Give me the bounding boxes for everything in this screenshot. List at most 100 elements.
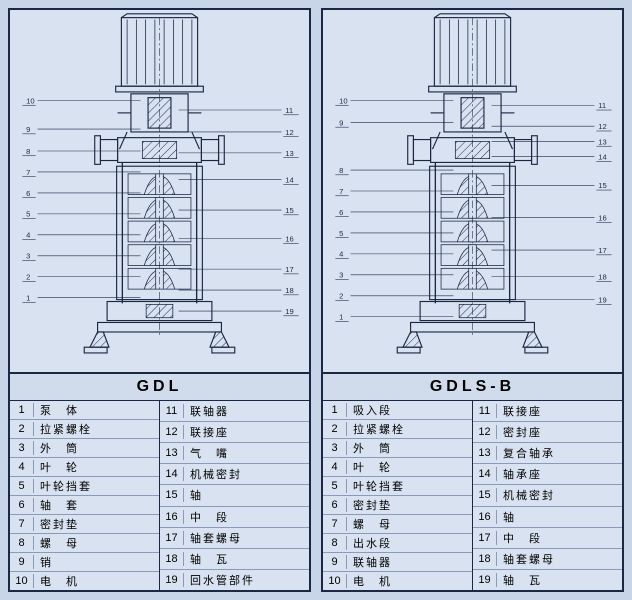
svg-text:10: 10 bbox=[339, 96, 347, 105]
part-num: 11 bbox=[160, 404, 184, 418]
part-row: 11联接座 bbox=[473, 401, 622, 422]
svg-text:5: 5 bbox=[26, 210, 30, 219]
svg-text:8: 8 bbox=[26, 147, 30, 156]
part-row: 5叶轮挡套 bbox=[10, 477, 159, 496]
part-name: 气 嘴 bbox=[184, 444, 309, 462]
svg-text:1: 1 bbox=[339, 313, 343, 322]
part-row: 8出水段 bbox=[323, 534, 472, 553]
part-row: 7密封垫 bbox=[10, 515, 159, 534]
part-row: 19轴 瓦 bbox=[473, 570, 622, 590]
part-num: 1 bbox=[10, 403, 34, 417]
part-name: 外 筒 bbox=[347, 439, 472, 457]
svg-text:13: 13 bbox=[598, 137, 606, 146]
part-num: 1 bbox=[323, 403, 347, 417]
svg-text:12: 12 bbox=[598, 122, 606, 131]
part-name: 轴承座 bbox=[497, 465, 622, 483]
svg-text:14: 14 bbox=[285, 175, 294, 184]
part-num: 15 bbox=[473, 488, 497, 502]
part-num: 5 bbox=[323, 479, 347, 493]
svg-text:19: 19 bbox=[598, 295, 606, 304]
part-num: 3 bbox=[10, 441, 34, 455]
panel-gdls-b: 10987654321111213141516171819 GDLS-B 1吸入… bbox=[321, 8, 624, 592]
part-row: 17轴套螺母 bbox=[160, 528, 309, 549]
part-name: 中 段 bbox=[184, 508, 309, 526]
part-num: 13 bbox=[160, 446, 184, 460]
part-row: 17中 段 bbox=[473, 528, 622, 549]
part-row: 18轴套螺母 bbox=[473, 549, 622, 570]
part-row: 15机械密封 bbox=[473, 485, 622, 506]
part-num: 17 bbox=[160, 531, 184, 545]
part-num: 4 bbox=[10, 460, 34, 474]
svg-text:18: 18 bbox=[598, 273, 606, 282]
part-row: 7螺 母 bbox=[323, 515, 472, 534]
part-row: 3外 筒 bbox=[10, 439, 159, 458]
part-name: 叶 轮 bbox=[34, 458, 159, 476]
svg-text:4: 4 bbox=[26, 231, 31, 240]
svg-text:8: 8 bbox=[339, 166, 343, 175]
part-row: 9销 bbox=[10, 553, 159, 572]
panel-gdl: 10987654321111213141516171819 GDL 1泵 体2拉… bbox=[8, 8, 311, 592]
part-row: 19回水管部件 bbox=[160, 570, 309, 590]
part-num: 5 bbox=[10, 479, 34, 493]
part-name: 复合轴承 bbox=[497, 444, 622, 462]
part-num: 17 bbox=[473, 531, 497, 545]
svg-text:3: 3 bbox=[339, 271, 343, 280]
part-row: 14轴承座 bbox=[473, 464, 622, 485]
part-name: 联轴器 bbox=[347, 553, 472, 571]
svg-text:12: 12 bbox=[285, 128, 293, 137]
part-row: 14机械密封 bbox=[160, 464, 309, 485]
part-row: 6轴 套 bbox=[10, 496, 159, 515]
svg-text:2: 2 bbox=[26, 273, 30, 282]
part-name: 吸入段 bbox=[347, 401, 472, 419]
part-row: 5叶轮挡套 bbox=[323, 477, 472, 496]
svg-text:16: 16 bbox=[598, 214, 606, 223]
part-name: 密封垫 bbox=[347, 496, 472, 514]
part-row: 6密封垫 bbox=[323, 496, 472, 515]
part-name: 轴套螺母 bbox=[184, 529, 309, 547]
part-name: 联接座 bbox=[497, 402, 622, 420]
part-num: 6 bbox=[10, 498, 34, 512]
part-name: 轴 套 bbox=[34, 496, 159, 514]
part-name: 轴 bbox=[184, 486, 309, 504]
part-num: 16 bbox=[160, 510, 184, 524]
svg-text:9: 9 bbox=[339, 118, 343, 127]
part-name: 螺 母 bbox=[347, 515, 472, 533]
part-num: 19 bbox=[473, 573, 497, 587]
parts-table-gdl: 1泵 体2拉紧螺栓3外 筒4叶 轮5叶轮挡套6轴 套7密封垫8螺 母9销10电 … bbox=[10, 401, 309, 590]
part-name: 叶轮挡套 bbox=[34, 477, 159, 495]
part-num: 18 bbox=[473, 552, 497, 566]
part-name: 轴 瓦 bbox=[497, 571, 622, 589]
svg-text:18: 18 bbox=[285, 286, 293, 295]
part-name: 中 段 bbox=[497, 529, 622, 547]
part-num: 19 bbox=[160, 573, 184, 587]
svg-text:10: 10 bbox=[26, 96, 34, 105]
part-row: 12密封座 bbox=[473, 422, 622, 443]
part-num: 6 bbox=[323, 498, 347, 512]
svg-text:9: 9 bbox=[26, 125, 30, 134]
part-name: 出水段 bbox=[347, 534, 472, 552]
part-row: 4叶 轮 bbox=[10, 458, 159, 477]
part-row: 16中 段 bbox=[160, 507, 309, 528]
svg-text:11: 11 bbox=[598, 101, 606, 110]
part-num: 12 bbox=[473, 425, 497, 439]
part-name: 密封座 bbox=[497, 423, 622, 441]
part-name: 叶 轮 bbox=[347, 458, 472, 476]
part-name: 泵 体 bbox=[34, 401, 159, 419]
parts-table-gdls-b: 1吸入段2拉紧螺栓3外 筒4叶 轮5叶轮挡套6密封垫7螺 母8出水段9联轴器10… bbox=[323, 401, 622, 590]
svg-text:17: 17 bbox=[598, 246, 606, 255]
part-name: 机械密封 bbox=[497, 486, 622, 504]
part-row: 10电 机 bbox=[323, 572, 472, 590]
part-name: 外 筒 bbox=[34, 439, 159, 457]
part-row: 13气 嘴 bbox=[160, 443, 309, 464]
part-num: 10 bbox=[323, 574, 347, 588]
part-row: 10电 机 bbox=[10, 572, 159, 590]
part-num: 2 bbox=[323, 422, 347, 436]
svg-text:3: 3 bbox=[26, 252, 30, 261]
svg-text:13: 13 bbox=[285, 149, 293, 158]
part-name: 轴 bbox=[497, 508, 622, 526]
part-num: 11 bbox=[473, 404, 497, 418]
part-row: 3外 筒 bbox=[323, 439, 472, 458]
part-name: 电 机 bbox=[34, 572, 159, 590]
svg-text:4: 4 bbox=[339, 250, 344, 259]
part-name: 电 机 bbox=[347, 572, 472, 590]
